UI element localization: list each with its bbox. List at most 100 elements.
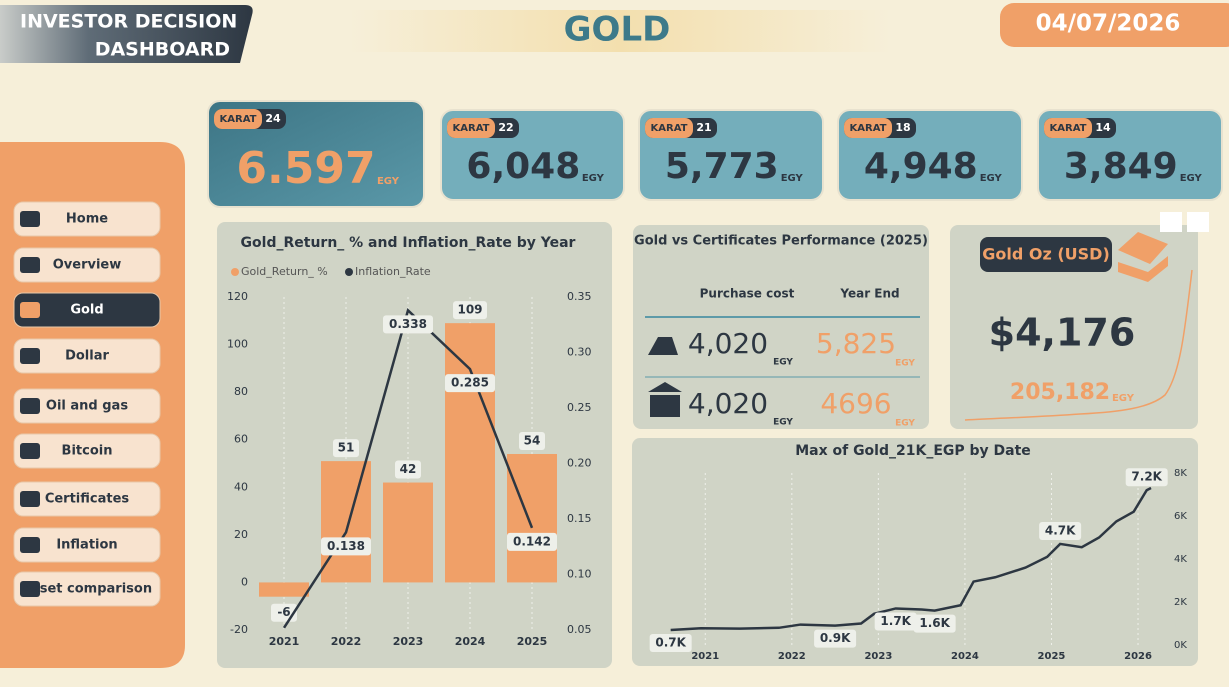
- page-title: GOLD: [564, 10, 671, 50]
- nav-label[interactable]: Asset comparison: [22, 582, 152, 597]
- karat-value: 22: [498, 121, 513, 134]
- unit: EGY: [773, 418, 793, 428]
- nav-button[interactable]: [13, 481, 161, 517]
- karat-badge-label: [447, 118, 495, 138]
- gold-bars-icon: [1118, 232, 1168, 282]
- karat-price: 6.597: [236, 143, 375, 194]
- karat-badge-label: [645, 118, 693, 138]
- y2-tick-label: 0.10: [567, 568, 592, 581]
- karat-unit: EGY: [582, 173, 605, 184]
- nav-label[interactable]: Certificates: [45, 492, 130, 507]
- nav-label[interactable]: Gold: [70, 303, 103, 318]
- y2-tick-label: 0.30: [567, 346, 592, 359]
- karat-price: 3,849: [1064, 146, 1178, 187]
- y-tick-label: -20: [230, 623, 248, 636]
- karat-label: KARAT: [453, 123, 490, 134]
- karat-label: KARAT: [651, 123, 688, 134]
- header-title: DASHBOARD: [95, 39, 230, 61]
- y-tick-label: 60: [234, 433, 248, 446]
- y2-tick-label: 0.35: [567, 290, 592, 303]
- line: [670, 486, 1152, 632]
- y-tick-label: 100: [227, 338, 248, 351]
- nav-label[interactable]: Oil and gas: [46, 399, 128, 414]
- nav-label[interactable]: Inflation: [56, 538, 117, 553]
- label-box: [383, 315, 433, 334]
- chart-panel: [217, 222, 612, 668]
- karat-value: 24: [265, 112, 281, 125]
- nav-button[interactable]: [13, 433, 161, 469]
- y2-tick-label: 0.15: [567, 512, 592, 525]
- y2-tick-label: 0.20: [567, 457, 592, 470]
- data-label: 54: [524, 433, 541, 447]
- data-label: 7.2K: [1131, 470, 1162, 484]
- label-box: [913, 614, 956, 633]
- nav-button[interactable]: [13, 388, 161, 424]
- x-tick-label: 2024: [455, 635, 486, 648]
- column-header: Year End: [839, 287, 899, 301]
- y-tick-label: 6K: [1174, 511, 1187, 522]
- year-end: 4696: [820, 387, 891, 420]
- nav-button[interactable]: [13, 338, 161, 374]
- x-tick-label: 2021: [269, 635, 300, 648]
- label-box: [519, 431, 545, 450]
- bar: [321, 461, 371, 583]
- y-tick-label: 4K: [1174, 554, 1187, 565]
- y-tick-label: 0: [241, 575, 248, 588]
- karat-value: 18: [895, 121, 910, 134]
- label-box: [453, 301, 487, 320]
- nav-icon: [20, 348, 40, 364]
- y-tick-label: 40: [234, 480, 248, 493]
- nav-icon: [20, 581, 40, 597]
- nav-label[interactable]: Bitcoin: [62, 444, 113, 459]
- data-label: 109: [457, 303, 482, 317]
- nav-icon: [20, 443, 40, 459]
- label-box: [445, 374, 495, 393]
- bar: [383, 482, 433, 583]
- nav-button[interactable]: [13, 527, 161, 563]
- bar: [507, 453, 557, 583]
- data-label: 0.338: [389, 317, 427, 331]
- header-badge: [0, 5, 253, 63]
- nav-button[interactable]: [13, 201, 161, 237]
- x-tick-label: 2022: [331, 635, 362, 648]
- label-box: [649, 633, 692, 652]
- karat-price: 5,773: [665, 146, 779, 187]
- chart-panel: [632, 438, 1198, 666]
- karat-label: KARAT: [220, 114, 257, 125]
- label-box: [1125, 468, 1168, 487]
- purchase-cost: 4,020: [688, 327, 768, 360]
- karat-label: KARAT: [850, 123, 887, 134]
- legend-marker: [345, 268, 353, 276]
- karat-value: 14: [1095, 121, 1111, 134]
- nav-button[interactable]: [13, 247, 161, 283]
- data-label: 42: [400, 462, 417, 476]
- y2-tick-label: 0.25: [567, 401, 592, 414]
- nav-label[interactable]: Dollar: [65, 349, 109, 364]
- nav-label[interactable]: Overview: [53, 258, 122, 273]
- data-label: -6: [277, 605, 290, 619]
- nav-label[interactable]: Home: [66, 212, 108, 227]
- nav-icon: [20, 398, 40, 414]
- karat-price: 6,048: [466, 146, 580, 187]
- label-box: [333, 439, 359, 458]
- data-label: 1.7K: [880, 614, 911, 628]
- karat-price: 4,948: [864, 146, 978, 187]
- x-tick-label: 2025: [1038, 651, 1066, 662]
- x-tick-label: 2025: [517, 635, 548, 648]
- nav-button[interactable]: [13, 292, 161, 328]
- karat-value: 21: [696, 121, 711, 134]
- label-box: [395, 460, 421, 479]
- panel-title: Gold Oz (USD): [982, 245, 1110, 264]
- nav-button[interactable]: [13, 571, 161, 607]
- y-tick-label: 20: [234, 528, 248, 541]
- y-tick-label: 120: [227, 290, 248, 303]
- unit: EGY: [773, 358, 793, 368]
- label-box: [814, 629, 857, 648]
- y-tick-label: 80: [234, 385, 248, 398]
- legend-marker: [231, 268, 239, 276]
- title-band: [350, 10, 890, 52]
- x-tick-label: 2021: [691, 651, 719, 662]
- legend-label: Inflation_Rate: [355, 265, 431, 278]
- bank-icon: [648, 382, 682, 417]
- date-badge: [1000, 3, 1229, 47]
